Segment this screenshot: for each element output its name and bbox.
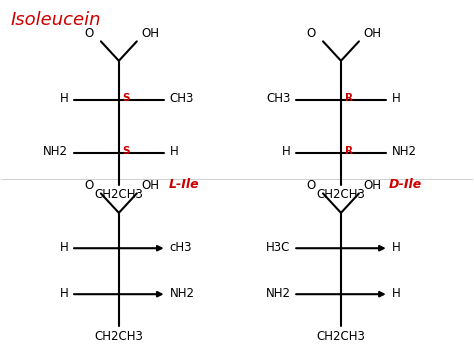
Text: OH: OH bbox=[142, 27, 160, 40]
Text: H: H bbox=[392, 92, 401, 105]
Text: H3C: H3C bbox=[266, 241, 291, 254]
Text: O: O bbox=[84, 179, 94, 192]
Text: D-Ile: D-Ile bbox=[388, 178, 421, 191]
Text: NH2: NH2 bbox=[265, 286, 291, 300]
Text: H: H bbox=[282, 145, 291, 158]
Text: H: H bbox=[169, 145, 178, 158]
Text: S: S bbox=[123, 93, 130, 103]
Text: OH: OH bbox=[364, 179, 382, 192]
Text: CH3: CH3 bbox=[169, 92, 194, 105]
Text: Isoleucein: Isoleucein bbox=[10, 11, 100, 29]
Text: H: H bbox=[60, 241, 68, 254]
Text: NH2: NH2 bbox=[43, 145, 68, 158]
Text: CH2CH3: CH2CH3 bbox=[94, 188, 143, 201]
Text: H: H bbox=[60, 286, 68, 300]
Text: OH: OH bbox=[364, 27, 382, 40]
Text: NH2: NH2 bbox=[392, 145, 417, 158]
Text: CH2CH3: CH2CH3 bbox=[94, 329, 143, 343]
Text: R: R bbox=[345, 93, 353, 103]
Text: OH: OH bbox=[142, 179, 160, 192]
Text: NH2: NH2 bbox=[169, 286, 194, 300]
Text: H: H bbox=[392, 286, 401, 300]
Text: R: R bbox=[345, 146, 353, 156]
Text: CH2CH3: CH2CH3 bbox=[317, 329, 365, 343]
Text: O: O bbox=[84, 27, 94, 40]
Text: CH3: CH3 bbox=[266, 92, 291, 105]
Text: H: H bbox=[60, 92, 68, 105]
Text: CH2CH3: CH2CH3 bbox=[317, 188, 365, 201]
Text: O: O bbox=[307, 27, 316, 40]
Text: S: S bbox=[123, 146, 130, 156]
Text: O: O bbox=[307, 179, 316, 192]
Text: cH3: cH3 bbox=[169, 241, 192, 254]
Text: L-Ile: L-Ile bbox=[168, 178, 199, 191]
Text: H: H bbox=[392, 241, 401, 254]
